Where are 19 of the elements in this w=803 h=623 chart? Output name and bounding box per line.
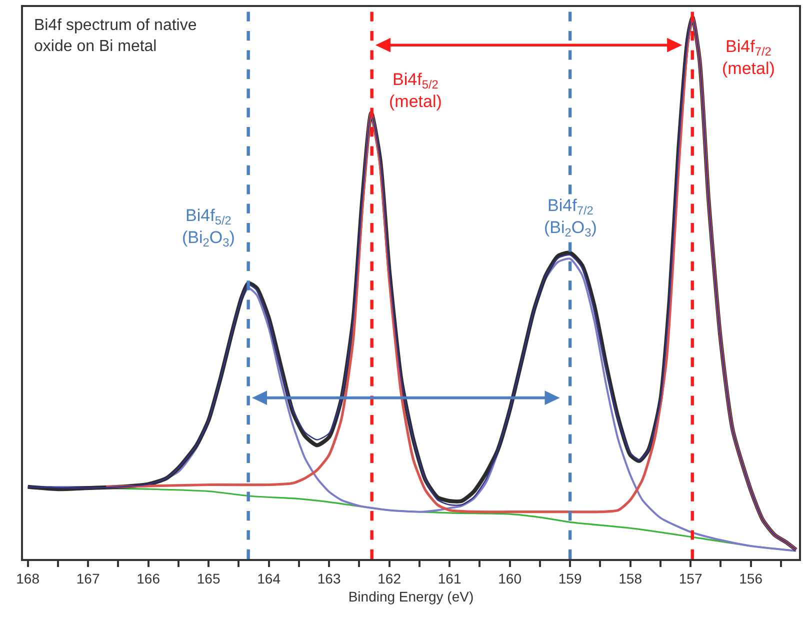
x-tick-label: 166 (136, 570, 160, 587)
x-tick-label: 158 (618, 570, 642, 587)
x-tick-label: 164 (257, 570, 281, 587)
x-tick-label: 168 (16, 570, 40, 587)
text: Bi4f spectrum of native oxide on Bi metal (34, 17, 197, 55)
x-tick-label: 161 (438, 570, 462, 587)
x-tick-label: 167 (76, 570, 100, 587)
annotation: Bi4f$_{7/2}$ (metal) (722, 37, 775, 78)
annotation: Bi4f$_{7/2}$ (Bi$_{2}$O$_{3}$) (544, 196, 597, 240)
x-tick-label: 165 (196, 570, 220, 587)
x-tick-label: 160 (498, 570, 522, 587)
annotation: Bi4f$_{5/2}$ (Bi$_{2}$O$_{3}$) (182, 206, 235, 250)
x-tick-label: 163 (317, 570, 341, 587)
x-tick-label: 162 (378, 570, 402, 587)
annotation: Bi4f$_{5/2}$ (metal) (389, 70, 442, 112)
x-tick-label: 156 (739, 570, 763, 587)
x-tick-label: 157 (678, 570, 702, 587)
x-axis-title: Binding Energy (eV) (348, 588, 474, 604)
x-tick-label: 159 (558, 570, 582, 587)
